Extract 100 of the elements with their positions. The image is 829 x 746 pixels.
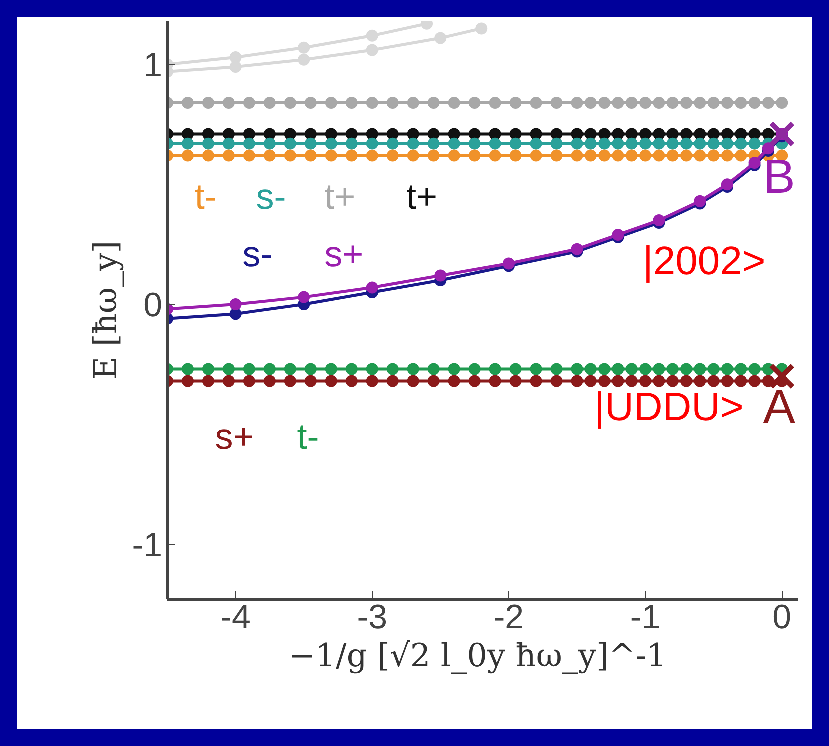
point [735, 375, 748, 388]
point [626, 375, 638, 388]
point [584, 363, 597, 376]
point [448, 128, 460, 140]
x-axis-title: −1/g [√2 l_0y ħω_y]^-1 [288, 636, 667, 674]
point [243, 375, 256, 388]
x-tick-label: -1 [630, 598, 661, 636]
point [243, 150, 256, 162]
point [598, 138, 611, 150]
annotation: A [763, 381, 796, 434]
point [222, 138, 235, 150]
point [640, 375, 652, 388]
point [346, 375, 358, 388]
point [550, 138, 563, 150]
point [346, 97, 358, 110]
point [640, 128, 652, 140]
point [489, 97, 502, 110]
point [182, 97, 194, 110]
point [584, 128, 597, 140]
y-tick-label: -1 [132, 526, 163, 564]
point [653, 97, 666, 110]
point [304, 97, 317, 110]
point [530, 375, 542, 388]
point [264, 375, 276, 388]
point [598, 150, 611, 162]
point [304, 128, 317, 140]
point [428, 138, 440, 150]
point [434, 270, 447, 282]
point [407, 150, 420, 162]
point [264, 363, 276, 376]
point [386, 150, 399, 162]
point [284, 363, 296, 376]
annotation: |UDDU> [594, 386, 744, 430]
point [721, 97, 734, 110]
point [735, 363, 748, 376]
point [202, 150, 214, 162]
point [222, 375, 235, 388]
point [550, 97, 563, 110]
point [680, 97, 693, 110]
point [776, 97, 788, 110]
point [735, 128, 748, 140]
point [584, 138, 597, 150]
point [366, 282, 378, 294]
point [284, 128, 296, 140]
series-label: t- [194, 176, 217, 218]
point [762, 375, 774, 388]
point [448, 150, 460, 162]
point [626, 128, 638, 140]
point [612, 363, 624, 376]
point [571, 363, 584, 376]
point [626, 97, 638, 110]
point [366, 44, 378, 56]
point [762, 97, 774, 110]
point [530, 97, 542, 110]
point [612, 97, 624, 110]
point [489, 363, 502, 376]
x-tick-label: -4 [220, 598, 251, 636]
point [243, 138, 256, 150]
point [325, 128, 338, 140]
point [366, 150, 378, 162]
point [510, 138, 522, 150]
point [428, 363, 440, 376]
point [222, 97, 235, 110]
point [222, 363, 235, 376]
point [366, 30, 378, 42]
point [694, 128, 706, 140]
point [264, 150, 276, 162]
point [612, 150, 624, 162]
point [640, 138, 652, 150]
point [653, 375, 666, 388]
point [202, 138, 214, 150]
point [640, 150, 652, 162]
point [366, 363, 378, 376]
point [489, 138, 502, 150]
point [325, 363, 338, 376]
point [502, 258, 515, 270]
point [653, 128, 666, 140]
point [230, 61, 242, 74]
point [708, 375, 720, 388]
point [735, 150, 748, 162]
point [202, 375, 214, 388]
point [680, 150, 693, 162]
point [468, 150, 481, 162]
point [612, 375, 624, 388]
point [748, 138, 761, 150]
point [762, 128, 774, 140]
point [264, 128, 276, 140]
point [222, 128, 235, 140]
series-label: s+ [324, 234, 364, 275]
point [584, 150, 597, 162]
point [550, 375, 563, 388]
series-label: s+ [215, 416, 254, 457]
point [325, 375, 338, 388]
x-tick-label: -3 [357, 598, 388, 636]
point [346, 128, 358, 140]
point [680, 138, 693, 150]
point [448, 375, 460, 388]
x-tick-label: -2 [494, 598, 524, 636]
point [571, 243, 584, 256]
point [550, 150, 563, 162]
